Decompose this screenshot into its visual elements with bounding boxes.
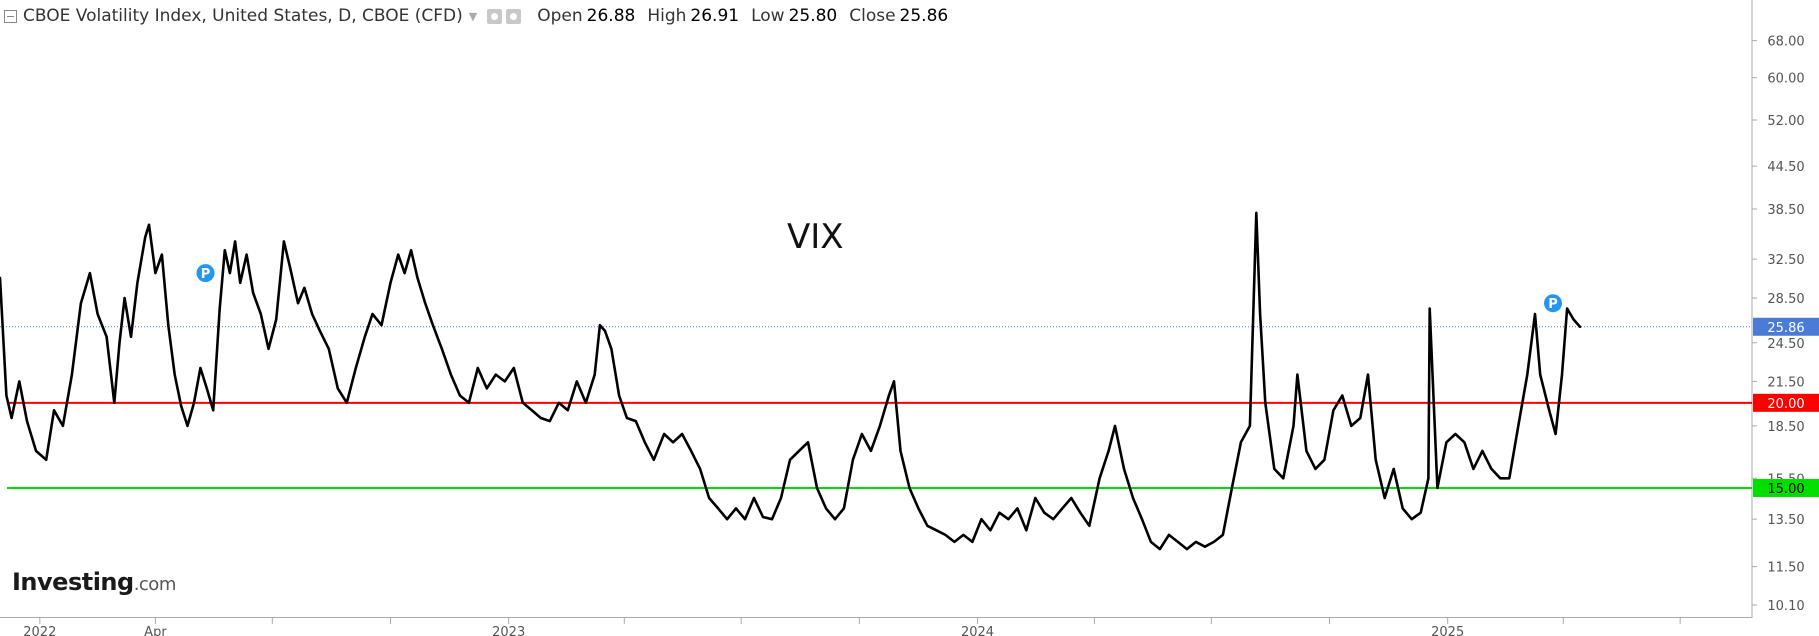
high-value: 26.91 (690, 6, 740, 26)
dropdown-caret-icon[interactable]: ▼ (468, 9, 478, 23)
ohlc-close: Close 25.86 (849, 6, 949, 26)
ohlc-high: High 26.91 (647, 6, 740, 26)
low-value: 25.80 (788, 6, 838, 26)
ohlc-low: Low 25.80 (751, 6, 838, 26)
p-marker[interactable]: P (196, 264, 215, 283)
y-tick-label: 68.00 (1767, 35, 1804, 50)
y-tick-label: 21.50 (1767, 375, 1804, 390)
p-marker-label: P (201, 267, 211, 282)
p-marker-circle (196, 264, 215, 283)
level-price-tag (1753, 478, 1819, 497)
y-tick-label: 32.50 (1767, 253, 1804, 268)
level-price-label: 20.00 (1767, 397, 1804, 412)
y-tick-label: 11.50 (1767, 561, 1804, 576)
p-marker-circle (1544, 294, 1563, 313)
y-tick-label: 60.00 (1767, 72, 1804, 87)
level-price-label: 15.00 (1767, 482, 1804, 497)
p-marker[interactable]: P (1544, 294, 1563, 313)
y-tick-label: 24.50 (1767, 337, 1804, 352)
y-tick-label: 28.50 (1767, 292, 1804, 307)
x-tick-label: 2025 (1431, 625, 1464, 636)
x-tick-label: Apr (144, 625, 167, 636)
level-price-tag (1753, 393, 1819, 412)
x-tick-label: 2024 (961, 625, 994, 636)
markers: PP (196, 264, 1563, 313)
time-axis[interactable]: 2022 Apr 2023 2024 2025 (23, 618, 1681, 636)
visibility-icon[interactable] (487, 8, 503, 24)
chart-header: CBOE Volatility Index, United States, D,… (0, 0, 948, 32)
y-tick-label: 10.10 (1767, 599, 1804, 614)
settings-icon[interactable] (506, 8, 522, 24)
series-lines (0, 211, 1582, 551)
open-value: 26.88 (586, 6, 636, 26)
price-axis[interactable]: 68.00 60.00 52.00 44.50 38.50 32.50 28.50 24.50… (1752, 35, 1805, 614)
close-value: 25.86 (899, 6, 949, 26)
p-marker-label: P (1548, 297, 1558, 312)
x-tick-label: 2023 (492, 625, 525, 636)
last-price-tag (1753, 317, 1819, 336)
axis-price-labels: 20.00 15.00 25.86 (1753, 317, 1819, 497)
y-tick-label: 18.50 (1767, 420, 1804, 435)
last-price-label: 25.86 (1767, 321, 1804, 336)
y-tick-label: 38.50 (1767, 203, 1804, 218)
y-tick-label: 13.50 (1767, 513, 1804, 528)
collapse-icon[interactable] (4, 9, 17, 23)
instrument-title: CBOE Volatility Index, United States, D,… (23, 6, 463, 26)
chart-annotation-text: VIX (787, 217, 844, 257)
x-tick-label: 2022 (23, 625, 56, 636)
ohlc-open: Open 26.88 (537, 6, 636, 26)
investing-logo: Investing.com (12, 568, 176, 596)
horizontal-levels (0, 326, 1752, 489)
y-tick-label: 52.00 (1767, 114, 1804, 129)
y-tick-label: 44.50 (1767, 160, 1804, 175)
series-line-0 (0, 211, 1582, 551)
